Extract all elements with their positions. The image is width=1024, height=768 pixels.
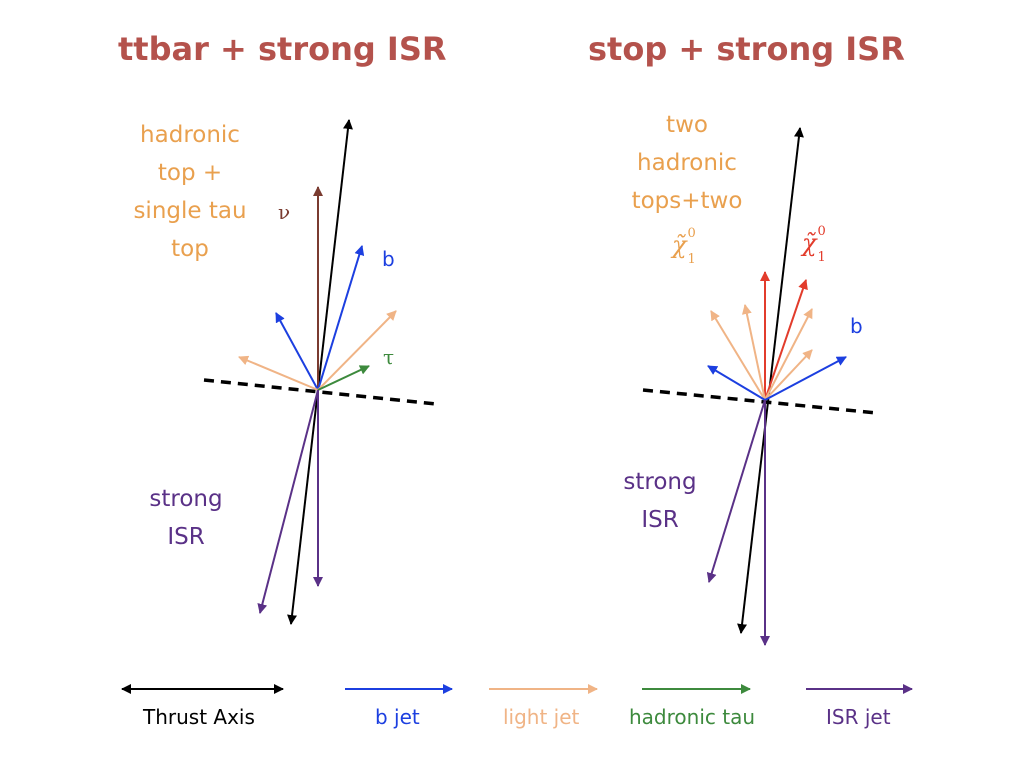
right-panel-description: two hadronic tops+two xyxy=(631,112,743,214)
left-plane-line xyxy=(203,378,437,406)
left-light-jet-arrow-1 xyxy=(317,310,397,391)
right-isr-label: strong ISR xyxy=(623,469,697,533)
neutralino-label-arrow: χ̃0 1 xyxy=(802,224,826,265)
left-isr-label: strong ISR xyxy=(149,486,223,550)
legend-light-jet-label: light jet xyxy=(503,705,580,729)
legend-isr-jet-label: ISR jet xyxy=(826,705,891,729)
right-event xyxy=(642,127,878,646)
right-light-jet-arrow-1 xyxy=(710,310,766,401)
right-b-jet-arrow-1 xyxy=(707,365,766,401)
left-b-jet-arrow-1 xyxy=(317,245,365,391)
left-panel-description: hadronic top + single tau top xyxy=(133,122,247,262)
legend-hadronic-tau-label: hadronic tau xyxy=(629,705,756,729)
left-b-jet-arrow-2 xyxy=(275,312,319,391)
legend-thrust-axis-label: Thrust Axis xyxy=(143,705,255,729)
left-thrust-axis-arrow xyxy=(287,119,353,625)
left-event xyxy=(203,119,437,625)
right-thrust-axis-arrow xyxy=(737,127,804,634)
right-b-label: b xyxy=(850,314,863,338)
right-isr-jet-arrow-1 xyxy=(706,399,766,583)
right-b-jet-arrow-2 xyxy=(764,356,847,401)
right-light-jet-arrow-4 xyxy=(764,349,813,401)
left-b-label: b xyxy=(382,247,395,271)
right-neutralino-arrow-2 xyxy=(764,279,808,401)
left-light-jet-arrow-2 xyxy=(238,355,319,391)
right-light-jet-arrow-3 xyxy=(764,308,813,401)
neutralino-label-description: χ̃0 1 xyxy=(672,226,696,267)
tau-arrow xyxy=(317,365,370,391)
right-plane-line xyxy=(642,388,878,415)
right-light-jet-arrow-2 xyxy=(741,304,766,401)
legend-b-jet-label: b jet xyxy=(375,705,420,729)
left-isr-jet-arrow-1 xyxy=(257,389,319,614)
right-panel-title: stop + strong ISR xyxy=(588,30,905,68)
left-panel-title: ttbar + strong ISR xyxy=(118,30,447,68)
tau-label: τ xyxy=(383,345,395,369)
